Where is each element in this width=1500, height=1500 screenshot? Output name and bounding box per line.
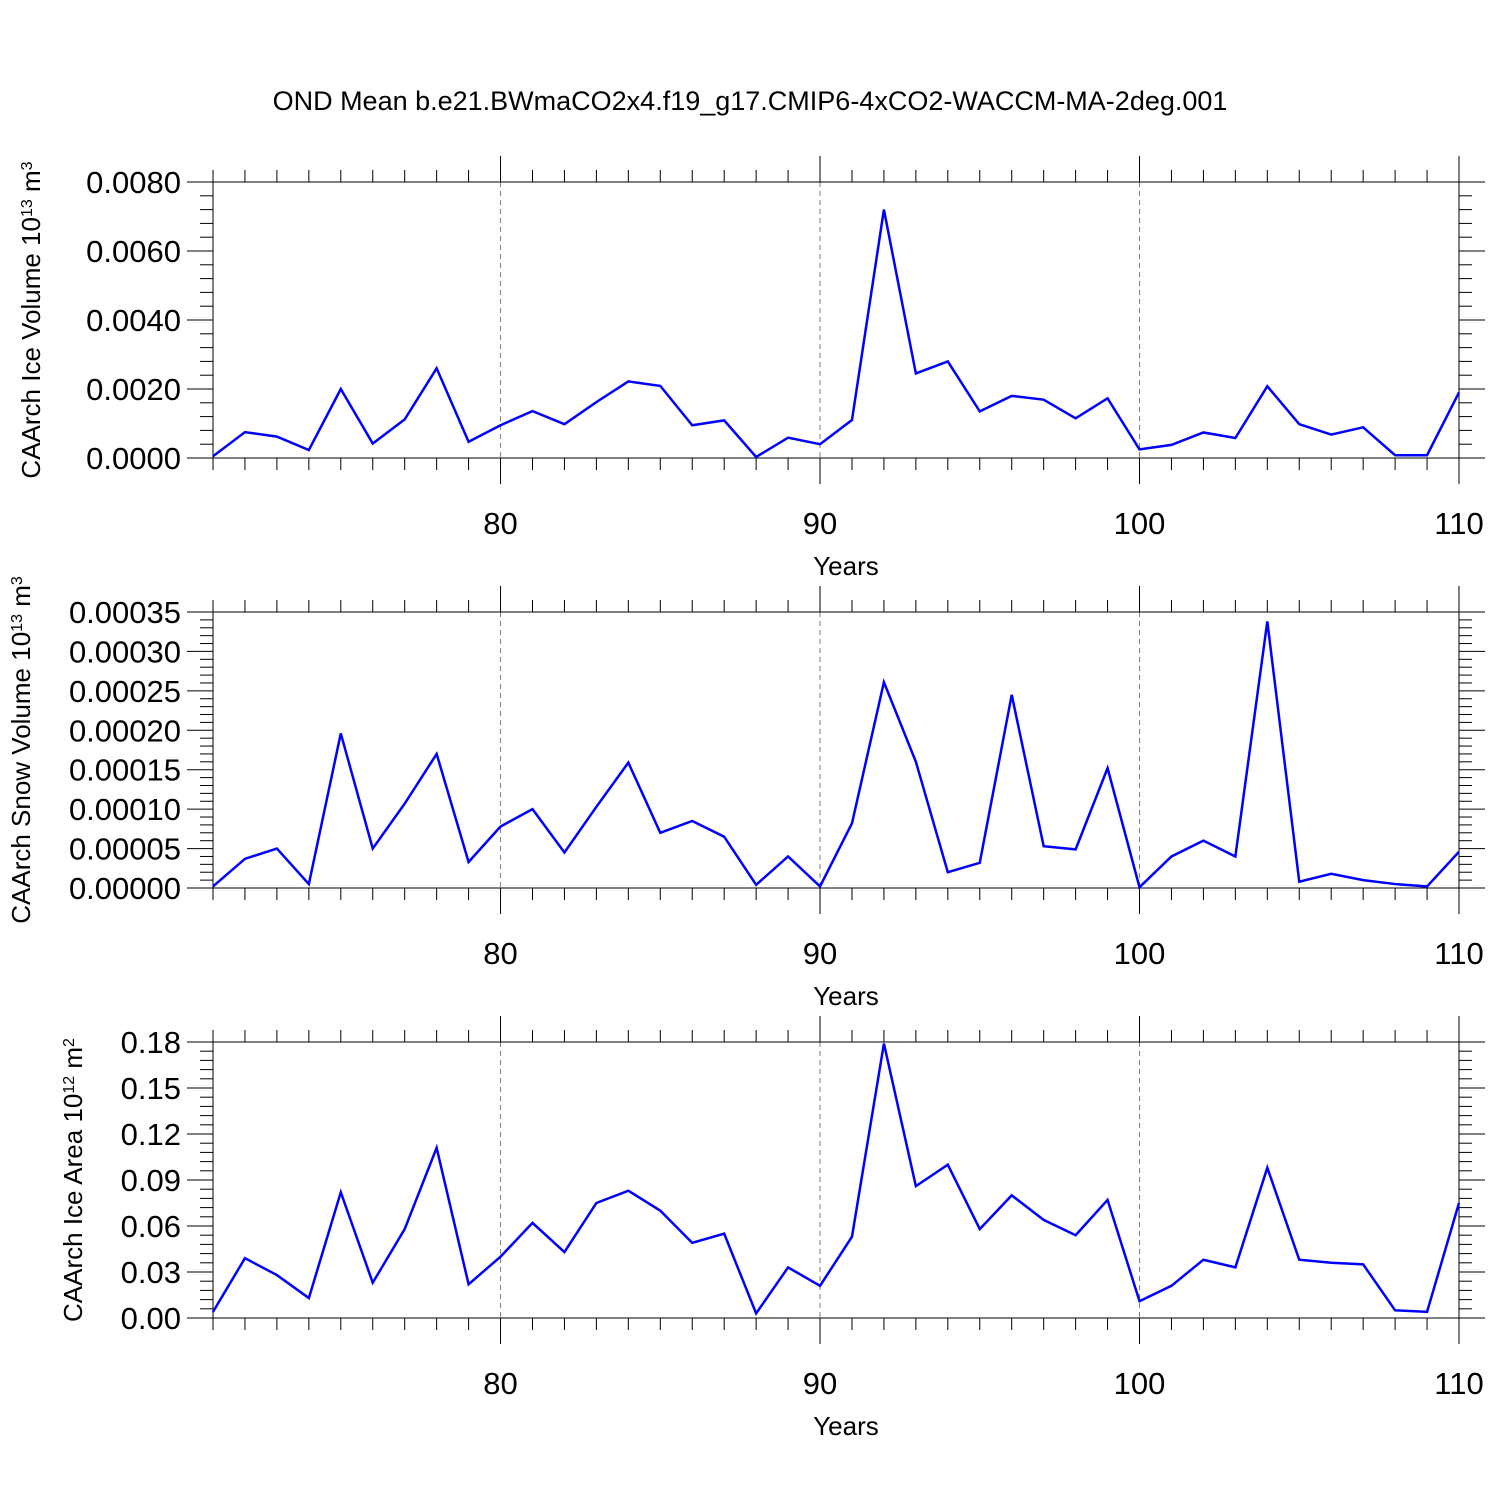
y-axis-unit-exponent: 3	[19, 161, 36, 170]
x-tick-label: 110	[1434, 936, 1483, 971]
figure-title: OND Mean b.e21.BWmaCO2x4.f19_g17.CMIP6-4…	[273, 86, 1228, 116]
x-tick-label: 90	[803, 506, 837, 541]
y-axis-label-part: CAArch Ice Volume 10	[16, 217, 46, 479]
y-tick-label: 0.00035	[69, 595, 181, 630]
y-tick-label: 0.03	[121, 1255, 181, 1290]
y-tick-label: 0.06	[121, 1209, 181, 1244]
y-axis-unit-exponent: 13	[19, 199, 36, 217]
y-tick-label: 0.15	[121, 1071, 181, 1106]
plot-frame	[212, 181, 1460, 459]
x-tick-label: 80	[483, 936, 517, 971]
y-tick-label: 0.0020	[86, 372, 181, 407]
y-tick-label: 0.00030	[69, 634, 181, 669]
series-line	[211, 1043, 1461, 1317]
x-axis-label: Years	[813, 551, 879, 581]
y-tick-label: 0.18	[121, 1025, 181, 1060]
x-tick-label: 80	[483, 506, 517, 541]
y-axis-label-part: CAArch Snow Volume 10	[6, 632, 36, 924]
y-tick-label: 0.00005	[69, 832, 181, 867]
x-tick-label: 110	[1434, 1366, 1483, 1401]
y-axis-unit-exponent: 3	[9, 576, 26, 585]
y-tick-label: 0.00000	[69, 871, 181, 906]
y-tick-label: 0.0040	[86, 303, 181, 338]
y-tick-label: 0.00020	[69, 713, 181, 748]
x-axis-label: Years	[813, 1411, 879, 1441]
y-axis-label-part: m	[16, 170, 46, 199]
chart-panel-2: 0.00000 0.00005 0.00010 0.00015 0.00020 0.000…	[6, 576, 1485, 1011]
y-tick-label: 0.09	[121, 1163, 181, 1198]
series-line	[212, 209, 1461, 459]
y-axis-label: CAArch Ice Volume 1013 m3	[16, 161, 46, 478]
x-tick-label: 100	[1114, 1366, 1166, 1401]
y-axis-label-part: m	[6, 585, 36, 614]
y-tick-label: 0.0060	[86, 234, 181, 269]
series-line	[212, 621, 1460, 890]
x-tick-label: 90	[803, 1366, 837, 1401]
y-tick-label: 0.0080	[86, 165, 181, 200]
y-axis-label: CAArch Ice Area 1012 m2	[58, 1038, 88, 1322]
y-axis-unit-exponent: 12	[61, 1076, 78, 1094]
x-tick-label: 100	[1114, 936, 1166, 971]
y-axis-label-part: m	[58, 1047, 88, 1076]
plot-frame	[212, 611, 1460, 889]
chart-panel-3: 0.00 0.03 0.06 0.09 0.12 0.15 0.18 80 90 100 110 Ye…	[58, 1016, 1485, 1441]
x-tick-label: 110	[1434, 506, 1483, 541]
y-tick-label: 0.00	[121, 1301, 181, 1336]
x-tick-label: 90	[803, 936, 837, 971]
x-axis-label: Years	[813, 981, 879, 1011]
plot-frame	[212, 1041, 1460, 1319]
y-axis-unit-exponent: 2	[61, 1038, 78, 1047]
y-tick-label: 0.00025	[69, 674, 181, 709]
y-tick-label: 0.00015	[69, 753, 181, 788]
y-tick-label: 0.0000	[86, 441, 181, 476]
y-tick-label: 0.12	[121, 1117, 181, 1152]
y-tick-label: 0.00010	[69, 792, 181, 827]
chart-panel-1: 0.0000 0.0020 0.0040 0.0060 0.0080 80 90 100 110…	[16, 156, 1485, 581]
y-axis-label-part: CAArch Ice Area 10	[58, 1094, 88, 1322]
y-axis-label: CAArch Snow Volume 1013 m3	[6, 576, 36, 924]
y-axis-unit-exponent: 13	[9, 614, 26, 632]
x-tick-label: 100	[1114, 506, 1166, 541]
x-tick-label: 80	[483, 1366, 517, 1401]
